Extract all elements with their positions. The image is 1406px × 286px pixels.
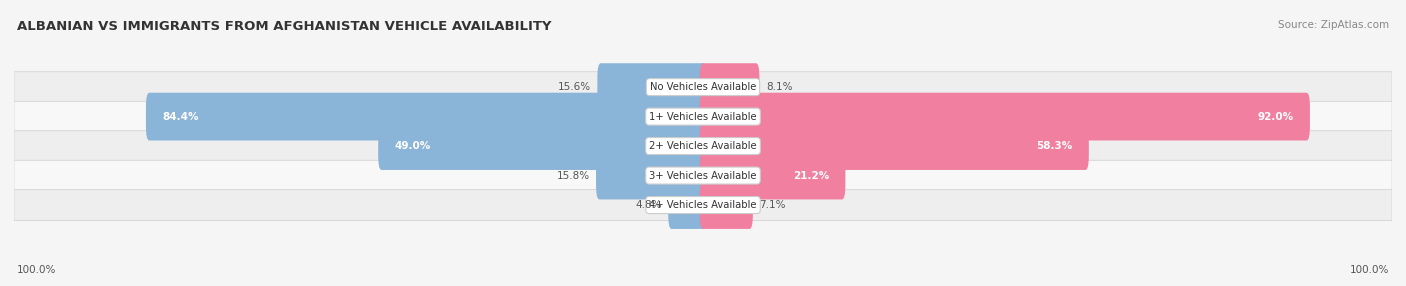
FancyBboxPatch shape xyxy=(14,160,1392,191)
FancyBboxPatch shape xyxy=(596,152,706,199)
Text: 15.6%: 15.6% xyxy=(558,82,591,92)
Text: ALBANIAN VS IMMIGRANTS FROM AFGHANISTAN VEHICLE AVAILABILITY: ALBANIAN VS IMMIGRANTS FROM AFGHANISTAN … xyxy=(17,20,551,33)
FancyBboxPatch shape xyxy=(700,122,1088,170)
Text: 2+ Vehicles Available: 2+ Vehicles Available xyxy=(650,141,756,151)
FancyBboxPatch shape xyxy=(700,152,845,199)
FancyBboxPatch shape xyxy=(700,181,752,229)
Text: Source: ZipAtlas.com: Source: ZipAtlas.com xyxy=(1278,20,1389,30)
Text: 7.1%: 7.1% xyxy=(759,200,786,210)
Text: 8.1%: 8.1% xyxy=(766,82,793,92)
Text: 4.8%: 4.8% xyxy=(636,200,662,210)
Text: 92.0%: 92.0% xyxy=(1257,112,1294,122)
Text: 3+ Vehicles Available: 3+ Vehicles Available xyxy=(650,170,756,180)
FancyBboxPatch shape xyxy=(14,72,1392,102)
FancyBboxPatch shape xyxy=(598,63,706,111)
FancyBboxPatch shape xyxy=(14,101,1392,132)
FancyBboxPatch shape xyxy=(14,131,1392,161)
Text: 100.0%: 100.0% xyxy=(1350,265,1389,275)
Text: 21.2%: 21.2% xyxy=(793,170,830,180)
Text: 84.4%: 84.4% xyxy=(162,112,198,122)
Text: 1+ Vehicles Available: 1+ Vehicles Available xyxy=(650,112,756,122)
FancyBboxPatch shape xyxy=(378,122,706,170)
Text: 15.8%: 15.8% xyxy=(557,170,589,180)
Text: No Vehicles Available: No Vehicles Available xyxy=(650,82,756,92)
Text: 58.3%: 58.3% xyxy=(1036,141,1073,151)
FancyBboxPatch shape xyxy=(14,190,1392,221)
FancyBboxPatch shape xyxy=(668,181,706,229)
Text: 100.0%: 100.0% xyxy=(17,265,56,275)
FancyBboxPatch shape xyxy=(700,63,759,111)
Text: 49.0%: 49.0% xyxy=(395,141,430,151)
FancyBboxPatch shape xyxy=(146,93,706,140)
FancyBboxPatch shape xyxy=(700,93,1310,140)
Text: 4+ Vehicles Available: 4+ Vehicles Available xyxy=(650,200,756,210)
